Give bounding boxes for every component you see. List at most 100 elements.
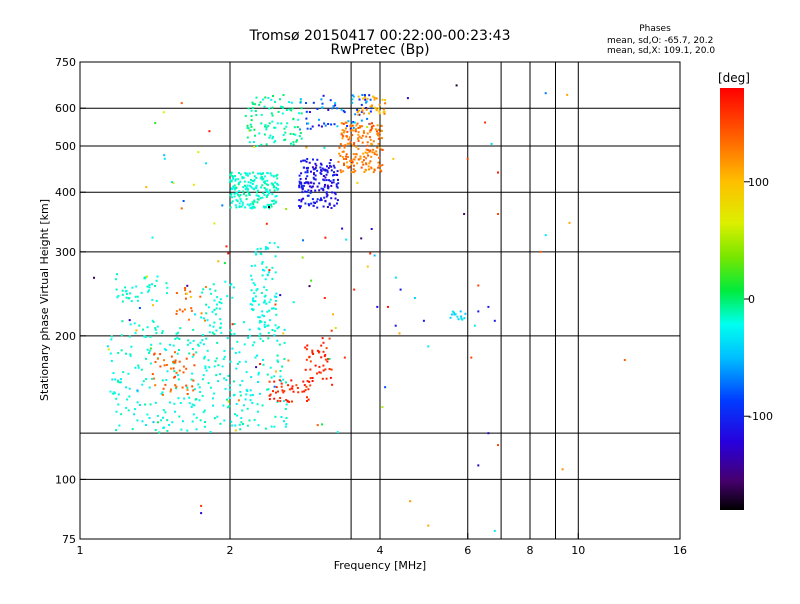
data-point xyxy=(268,204,271,206)
data-point xyxy=(127,372,130,375)
data-point xyxy=(205,162,207,165)
data-point xyxy=(160,392,163,395)
data-point xyxy=(281,112,284,115)
data-point xyxy=(362,97,364,100)
data-point xyxy=(365,108,368,111)
data-point xyxy=(254,110,257,112)
data-point xyxy=(272,390,274,393)
data-point xyxy=(206,349,209,352)
data-point xyxy=(260,186,262,189)
data-point xyxy=(200,316,203,319)
data-point xyxy=(349,141,352,144)
data-point xyxy=(316,169,319,172)
data-point xyxy=(381,98,384,101)
data-point xyxy=(279,370,282,372)
data-point xyxy=(213,417,216,420)
data-point xyxy=(142,328,144,331)
data-point xyxy=(198,386,201,389)
data-point xyxy=(238,202,241,205)
data-point xyxy=(299,128,301,131)
data-point xyxy=(372,140,375,143)
data-point xyxy=(328,179,330,182)
data-point xyxy=(259,332,262,335)
data-point xyxy=(305,358,308,361)
data-point xyxy=(371,104,373,107)
data-point xyxy=(255,186,257,189)
data-point xyxy=(281,365,284,368)
data-point xyxy=(231,188,234,190)
data-point xyxy=(245,172,248,175)
data-point xyxy=(261,314,264,317)
data-point xyxy=(369,129,372,132)
data-point xyxy=(93,276,95,279)
grid-lines xyxy=(80,62,680,539)
data-point xyxy=(249,129,252,132)
data-point xyxy=(373,98,376,101)
data-point xyxy=(208,366,211,369)
data-point xyxy=(115,429,118,432)
data-point xyxy=(262,98,265,101)
data-point xyxy=(267,337,270,340)
data-point xyxy=(240,421,243,424)
data-point xyxy=(299,101,302,104)
data-point xyxy=(201,339,204,342)
data-point xyxy=(242,423,244,425)
data-point xyxy=(171,421,174,424)
data-point xyxy=(231,347,234,350)
data-point xyxy=(166,429,169,432)
data-point xyxy=(213,299,216,302)
data-point xyxy=(283,139,286,142)
data-point xyxy=(561,468,564,471)
data-point xyxy=(352,95,355,98)
data-point xyxy=(371,122,373,125)
data-point xyxy=(228,396,231,399)
data-point xyxy=(359,157,362,160)
data-point xyxy=(324,124,327,127)
data-point xyxy=(323,146,326,149)
data-point xyxy=(244,360,247,363)
data-point xyxy=(305,117,308,120)
data-point xyxy=(207,306,210,309)
data-point xyxy=(323,196,326,199)
data-point xyxy=(244,188,247,191)
data-point xyxy=(255,176,258,179)
data-point xyxy=(181,310,184,313)
data-point xyxy=(278,343,281,346)
data-point xyxy=(362,131,365,134)
data-point xyxy=(212,404,214,407)
data-point xyxy=(311,380,314,382)
data-point xyxy=(372,171,375,174)
data-point xyxy=(197,151,200,154)
data-point xyxy=(117,380,120,383)
data-point xyxy=(211,310,214,313)
data-point xyxy=(332,313,334,316)
data-point xyxy=(190,378,193,381)
data-point xyxy=(173,376,176,379)
data-point xyxy=(357,139,360,142)
data-point xyxy=(356,122,359,125)
data-point xyxy=(275,386,278,389)
data-point xyxy=(264,427,267,430)
data-point xyxy=(308,380,311,383)
data-point xyxy=(129,292,132,295)
data-point xyxy=(246,190,249,193)
data-point xyxy=(248,328,251,331)
data-point xyxy=(263,181,266,183)
data-point xyxy=(255,289,258,292)
data-point xyxy=(335,185,338,188)
data-point xyxy=(239,194,242,196)
data-point xyxy=(320,197,322,200)
data-point xyxy=(477,310,480,313)
data-point xyxy=(149,347,152,350)
data-point xyxy=(272,135,275,138)
data-point xyxy=(140,368,143,371)
data-point xyxy=(217,364,220,367)
data-point xyxy=(322,178,325,181)
data-point xyxy=(109,352,112,355)
data-point xyxy=(299,205,302,208)
data-point xyxy=(265,302,268,305)
data-point xyxy=(308,161,311,164)
data-point xyxy=(141,420,144,423)
data-point xyxy=(148,386,151,389)
data-point xyxy=(197,383,200,386)
